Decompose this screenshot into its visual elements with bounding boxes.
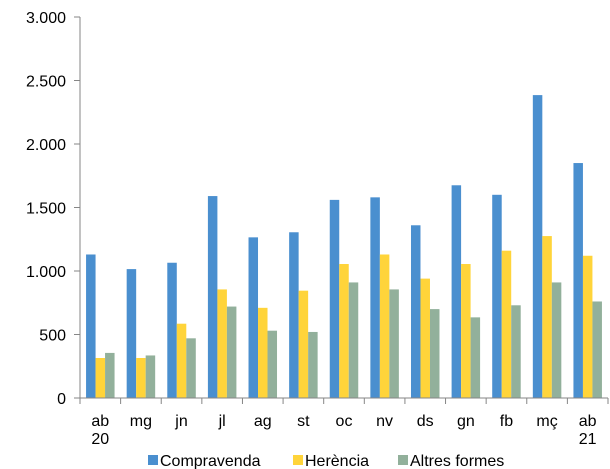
x-tick-label: gn: [457, 413, 475, 430]
y-tick-label: 2.000: [26, 137, 66, 154]
bar-compravenda-7: [370, 197, 380, 398]
x-tick-label: st: [297, 413, 310, 430]
bar-altres-formes-3: [226, 306, 237, 398]
x-tick-label: ab 20: [91, 413, 109, 448]
bar-altres-formes-7: [389, 289, 399, 398]
bar-altres-formes-10: [511, 305, 521, 398]
x-tick-label: jn: [174, 413, 187, 430]
bar-her-ncia-7: [379, 254, 390, 398]
bar-altres-formes-5: [308, 331, 318, 398]
bar-compravenda-3: [207, 196, 218, 398]
bar-altres-formes-12: [592, 301, 602, 398]
bar-her-ncia-12: [582, 255, 593, 398]
bar-her-ncia-0: [95, 357, 106, 398]
bar-compravenda-8: [410, 225, 421, 398]
bar-altres-formes-1: [145, 355, 156, 398]
bar-compravenda-11: [532, 95, 543, 398]
bar-compravenda-12: [573, 163, 583, 398]
y-axis: 0 500 1.000 1.500 2.000 2.500 3.000: [26, 10, 81, 408]
y-tick-label: 1.000: [26, 264, 66, 281]
bar-her-ncia-11: [542, 236, 552, 398]
bar-compravenda-1: [126, 269, 137, 398]
bar-her-ncia-1: [136, 357, 146, 398]
bar-compravenda-9: [451, 185, 462, 398]
legend-label-altres-formes: Altres formes: [410, 453, 504, 469]
bar-compravenda-0: [86, 254, 96, 398]
x-tick-label: mg: [130, 413, 152, 430]
bar-compravenda-4: [248, 237, 259, 398]
bar-altres-formes-9: [470, 317, 481, 398]
x-tick-label: mç: [536, 413, 557, 430]
legend-label-compravenda: Compravenda: [160, 453, 261, 469]
y-tick-label: 1.500: [26, 201, 66, 218]
legend: Compravenda Herència Altres formes: [148, 453, 504, 469]
bar-compravenda-6: [329, 199, 340, 398]
x-tick-label: jl: [218, 413, 226, 430]
bar-altres-formes-0: [105, 352, 115, 398]
y-tick-label: 0: [57, 391, 66, 408]
bar-her-ncia-5: [298, 290, 309, 398]
bar-compravenda-10: [492, 194, 502, 398]
bar-her-ncia-9: [461, 264, 471, 398]
bar-her-ncia-8: [420, 278, 430, 398]
y-tick-label: 2.500: [26, 74, 66, 91]
bar-altres-formes-2: [186, 338, 196, 398]
bar-altres-formes-8: [429, 309, 440, 398]
x-tick-label: nv: [376, 413, 393, 430]
x-axis: ab 20 mg jn jl ag st oc nv ds gn fb mç ab 21: [79, 397, 609, 448]
bar-altres-formes-11: [551, 282, 562, 398]
bar-altres-formes-4: [267, 330, 278, 398]
x-tick-label: ab 21: [579, 413, 597, 448]
legend-swatch-compravenda: [148, 455, 158, 465]
x-tick-label: ag: [254, 413, 272, 430]
bar-her-ncia-10: [501, 250, 512, 398]
bar-altres-formes-6: [348, 282, 359, 398]
bar-compravenda-5: [289, 232, 299, 398]
y-tick-label: 3.000: [26, 10, 66, 27]
x-tick-label: fb: [500, 413, 513, 430]
legend-swatch-altres-formes: [398, 455, 408, 465]
legend-swatch-her-ncia: [293, 455, 303, 465]
bars: [86, 95, 602, 398]
bar-her-ncia-3: [217, 289, 227, 398]
x-tick-label: ds: [417, 413, 434, 430]
y-tick-label: 500: [39, 328, 66, 345]
bar-her-ncia-6: [339, 264, 349, 398]
bar-compravenda-2: [167, 262, 177, 398]
legend-label-her-ncia: Herència: [305, 453, 369, 469]
bar-her-ncia-2: [176, 323, 187, 398]
x-tick-label: oc: [336, 413, 353, 430]
bar-her-ncia-4: [258, 307, 268, 398]
